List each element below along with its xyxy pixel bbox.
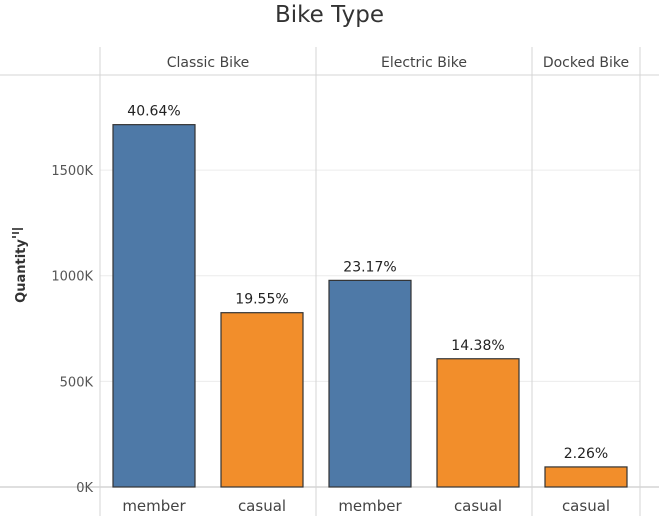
x-tick-label: casual — [238, 497, 286, 515]
y-tick-label: 500K — [60, 375, 94, 390]
bars — [112, 124, 628, 488]
y-tick-label: 0K — [76, 481, 93, 496]
x-tick-label: casual — [454, 497, 502, 515]
chart-title: Bike Type — [275, 2, 384, 28]
y-tick-label: 1000K — [51, 270, 93, 285]
bar-casual[interactable] — [436, 358, 520, 488]
data-label: 2.26% — [564, 446, 608, 462]
data-label: 23.17% — [343, 259, 396, 275]
panel-header: Electric Bike — [381, 55, 467, 71]
bar-member[interactable] — [328, 279, 412, 488]
x-tick-label: casual — [562, 497, 610, 515]
data-label: 14.38% — [451, 338, 504, 354]
y-axis-label: Quantity — [14, 239, 29, 303]
x-tick-label: member — [122, 497, 186, 515]
labels: 0K 500K 1000K 1500K Classic Bike 40.64% member… — [51, 55, 629, 515]
bar-member[interactable] — [112, 124, 196, 488]
bar-casual[interactable] — [544, 466, 628, 488]
x-tick-label: member — [338, 497, 402, 515]
panel-header: Docked Bike — [543, 55, 629, 71]
data-label: 40.64% — [127, 104, 180, 120]
bar-casual[interactable] — [220, 312, 304, 488]
sort-icon[interactable] — [12, 228, 23, 238]
panel-header: Classic Bike — [167, 55, 250, 71]
data-label: 19.55% — [235, 292, 288, 308]
y-tick-label: 1500K — [51, 164, 93, 179]
